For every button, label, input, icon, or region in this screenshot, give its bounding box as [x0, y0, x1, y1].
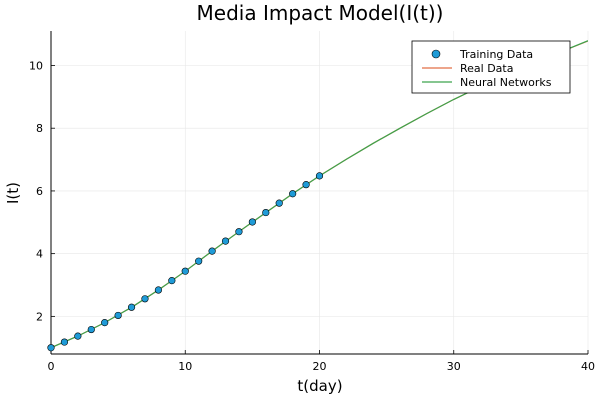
legend-label: Training Data [459, 48, 533, 61]
data-point [221, 237, 230, 245]
data-point [275, 199, 283, 207]
y-tick-label: 10 [29, 59, 43, 72]
data-point [302, 181, 310, 189]
data-point [154, 286, 162, 294]
x-tick-label: 20 [313, 360, 327, 373]
data-point [315, 172, 324, 180]
x-tick-label: 0 [48, 360, 55, 373]
data-point [114, 311, 122, 320]
data-point [168, 277, 176, 285]
legend-box [411, 40, 571, 94]
data-point [141, 295, 149, 303]
y-axis-label: I(t) [4, 182, 22, 204]
data-point [195, 257, 203, 265]
data-point [262, 208, 270, 217]
y-tick-label: 6 [36, 185, 43, 198]
x-axis-label: t(day) [297, 377, 342, 395]
data-point [127, 303, 136, 311]
chart-title: Media Impact Model(I(t)) [197, 1, 444, 25]
data-point [181, 267, 189, 275]
x-tick-label: 30 [447, 360, 461, 373]
x-tick-label: 40 [581, 360, 595, 373]
data-point [289, 190, 297, 198]
x-tick-label: 10 [178, 360, 192, 373]
y-tick-label: 2 [36, 310, 43, 323]
data-point [74, 332, 82, 340]
data-point [87, 325, 95, 334]
data-point [47, 344, 55, 352]
y-tick-label: 8 [36, 122, 43, 135]
legend-label: Real Data [460, 62, 513, 75]
data-point [235, 228, 243, 236]
data-point [60, 338, 69, 346]
data-point [248, 218, 256, 226]
y-tick-label: 4 [36, 248, 43, 261]
plot-area: 0 10 20 30 40 2 4 6 8 10 [29, 31, 595, 373]
data-point [208, 247, 216, 255]
legend-label: Neural Networks [460, 76, 552, 89]
legend-marker [431, 49, 441, 59]
data-point [101, 319, 109, 327]
